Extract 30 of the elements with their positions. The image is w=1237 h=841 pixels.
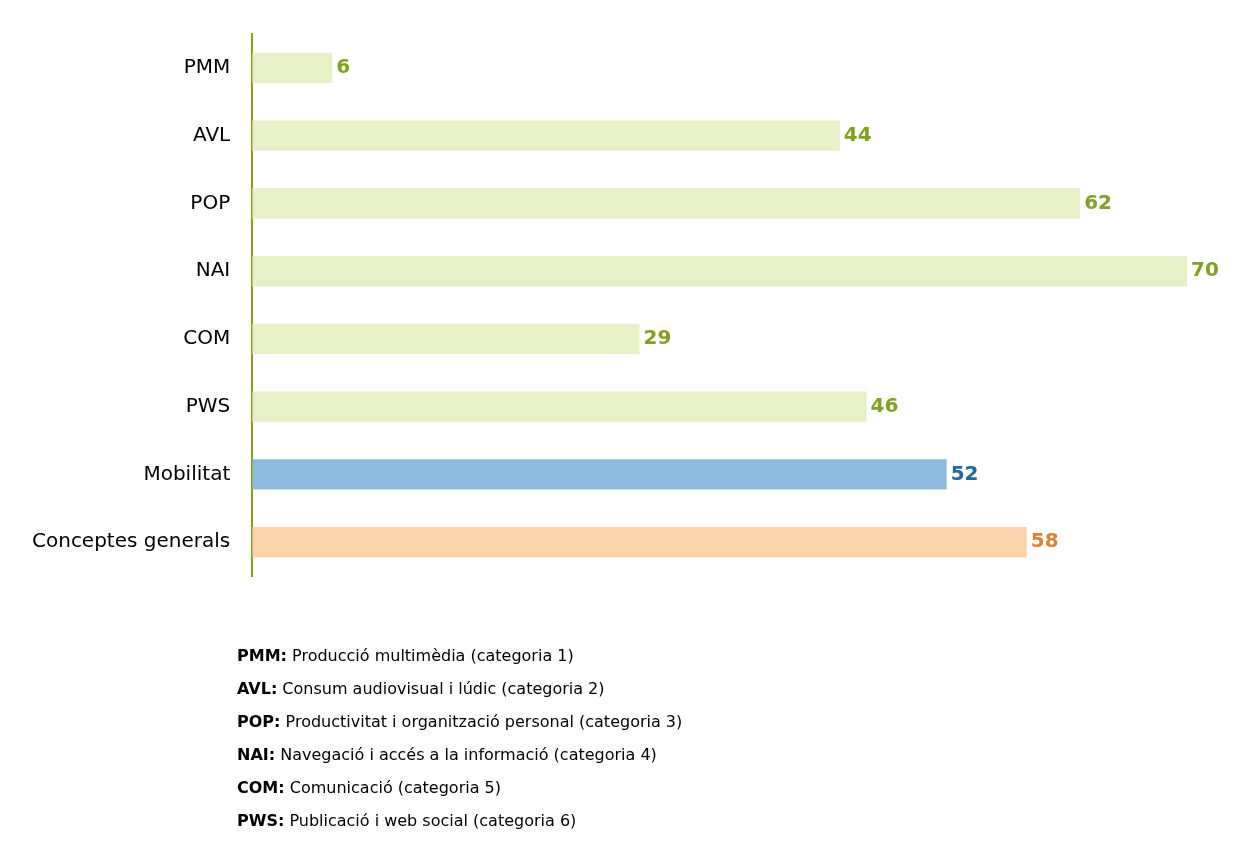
text: PWS: Publicació i web social (categoria 6): [237, 810, 578, 832]
bar: [252, 188, 1081, 219]
text: AVL: Consum audiovisual i lúdic (categoria 2): [237, 678, 606, 700]
bar: [252, 120, 840, 151]
data-label: 52: [950, 460, 979, 485]
bar: [252, 323, 640, 355]
y-tick-label: Conceptes generals: [32, 528, 231, 553]
text: PMM: Producció multimèdia (categoria 1): [237, 645, 575, 667]
text: NAI: Navegació i accés a la informació (categoria 4): [237, 744, 658, 766]
data-label: 6: [336, 54, 351, 79]
bar: [252, 459, 947, 490]
data-label: 29: [643, 325, 672, 350]
y-tick-label: PWS: [185, 392, 231, 417]
data-label: 46: [870, 392, 899, 417]
y-tick-label: POP: [190, 189, 231, 214]
bar: [252, 255, 1187, 287]
bar: [252, 526, 1027, 558]
data-label: 58: [1030, 528, 1059, 553]
bar: [252, 52, 333, 84]
data-label: 70: [1191, 257, 1219, 282]
y-tick-label: Mobilitat: [143, 460, 231, 485]
data-label: 44: [843, 121, 872, 146]
text: COM: Comunicació (categoria 5): [237, 777, 502, 799]
y-tick-label: AVL: [193, 121, 232, 146]
y-tick-label: PMM: [183, 54, 231, 79]
text: POP: Productivitat i organització personal (categoria 3): [237, 711, 683, 733]
y-tick-label: NAI: [195, 257, 231, 282]
bar: [252, 391, 867, 422]
data-label: 62: [1084, 189, 1113, 214]
y-tick-label: COM: [183, 325, 231, 350]
